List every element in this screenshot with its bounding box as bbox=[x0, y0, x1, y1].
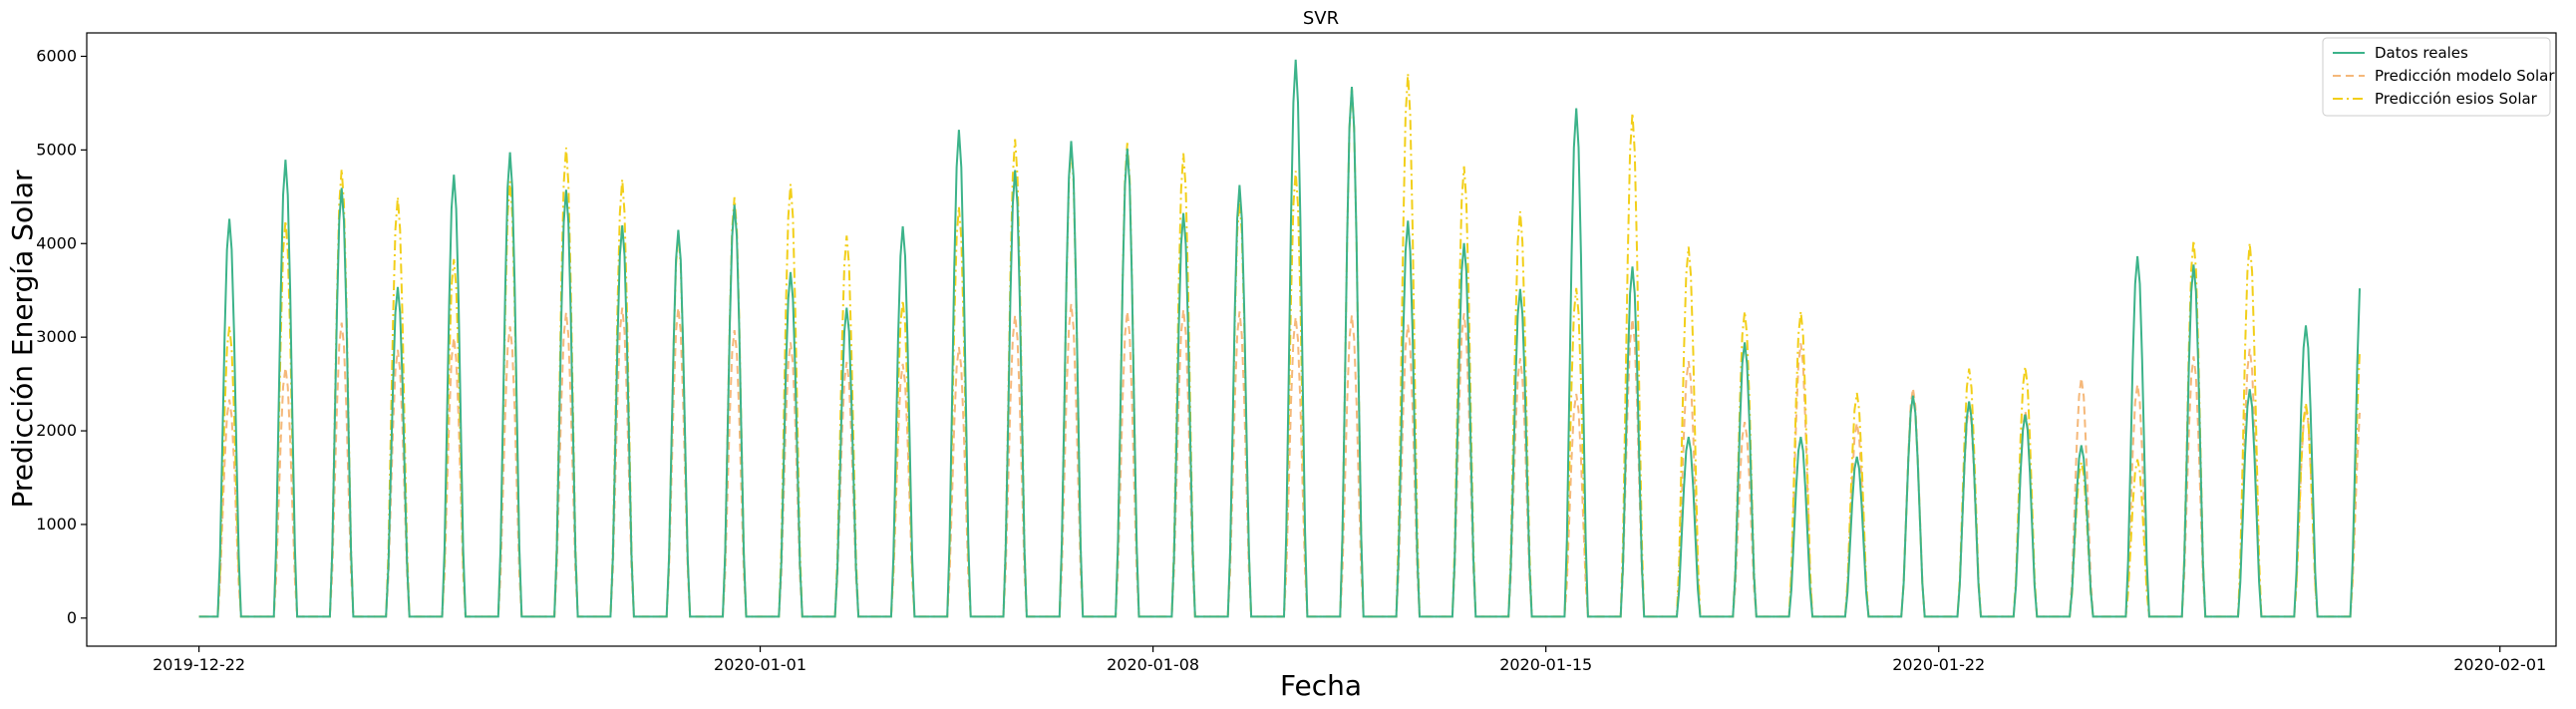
x-tick-label: 2019-12-22 bbox=[153, 655, 245, 674]
y-tick-label: 1000 bbox=[36, 515, 77, 533]
x-axis-title: Fecha bbox=[1280, 669, 1362, 702]
y-tick-label: 4000 bbox=[36, 233, 77, 252]
x-tick-label: 2020-01-15 bbox=[1499, 655, 1592, 674]
legend-box bbox=[2322, 37, 2551, 117]
x-axis: 2019-12-22 2020-01-01 2020-01-08 2020-01-15… bbox=[153, 646, 2546, 674]
x-tick-label: 2020-02-01 bbox=[2453, 655, 2546, 674]
y-axis-title: Predicción Energía Solar bbox=[6, 170, 39, 509]
x-tick-label: 2020-01-01 bbox=[714, 655, 806, 674]
y-tick-label: 3000 bbox=[36, 327, 77, 346]
y-tick-label: 6000 bbox=[36, 46, 77, 65]
x-tick-label: 2020-01-22 bbox=[1892, 655, 1985, 674]
legend-label: Predicción modelo Solar bbox=[2375, 67, 2555, 85]
series-line-1 bbox=[198, 303, 2361, 618]
y-tick-label: 2000 bbox=[36, 421, 77, 440]
chart-title: SVR bbox=[1303, 8, 1339, 29]
plot-frame bbox=[86, 32, 2557, 647]
series-line-2 bbox=[198, 73, 2361, 618]
y-tick-label: 0 bbox=[67, 608, 77, 627]
legend: Datos reales Predicción modelo Solar Predi… bbox=[2322, 37, 2555, 117]
series-line-0 bbox=[198, 59, 2361, 618]
legend-label: Datos reales bbox=[2375, 44, 2468, 62]
plot-area bbox=[198, 59, 2361, 618]
y-axis: 0 1000 2000 3000 4000 5000 6000 bbox=[36, 46, 87, 627]
y-tick-label: 5000 bbox=[36, 140, 77, 159]
legend-label: Predicción esios Solar bbox=[2375, 90, 2538, 108]
x-tick-label: 2020-01-08 bbox=[1107, 655, 1199, 674]
